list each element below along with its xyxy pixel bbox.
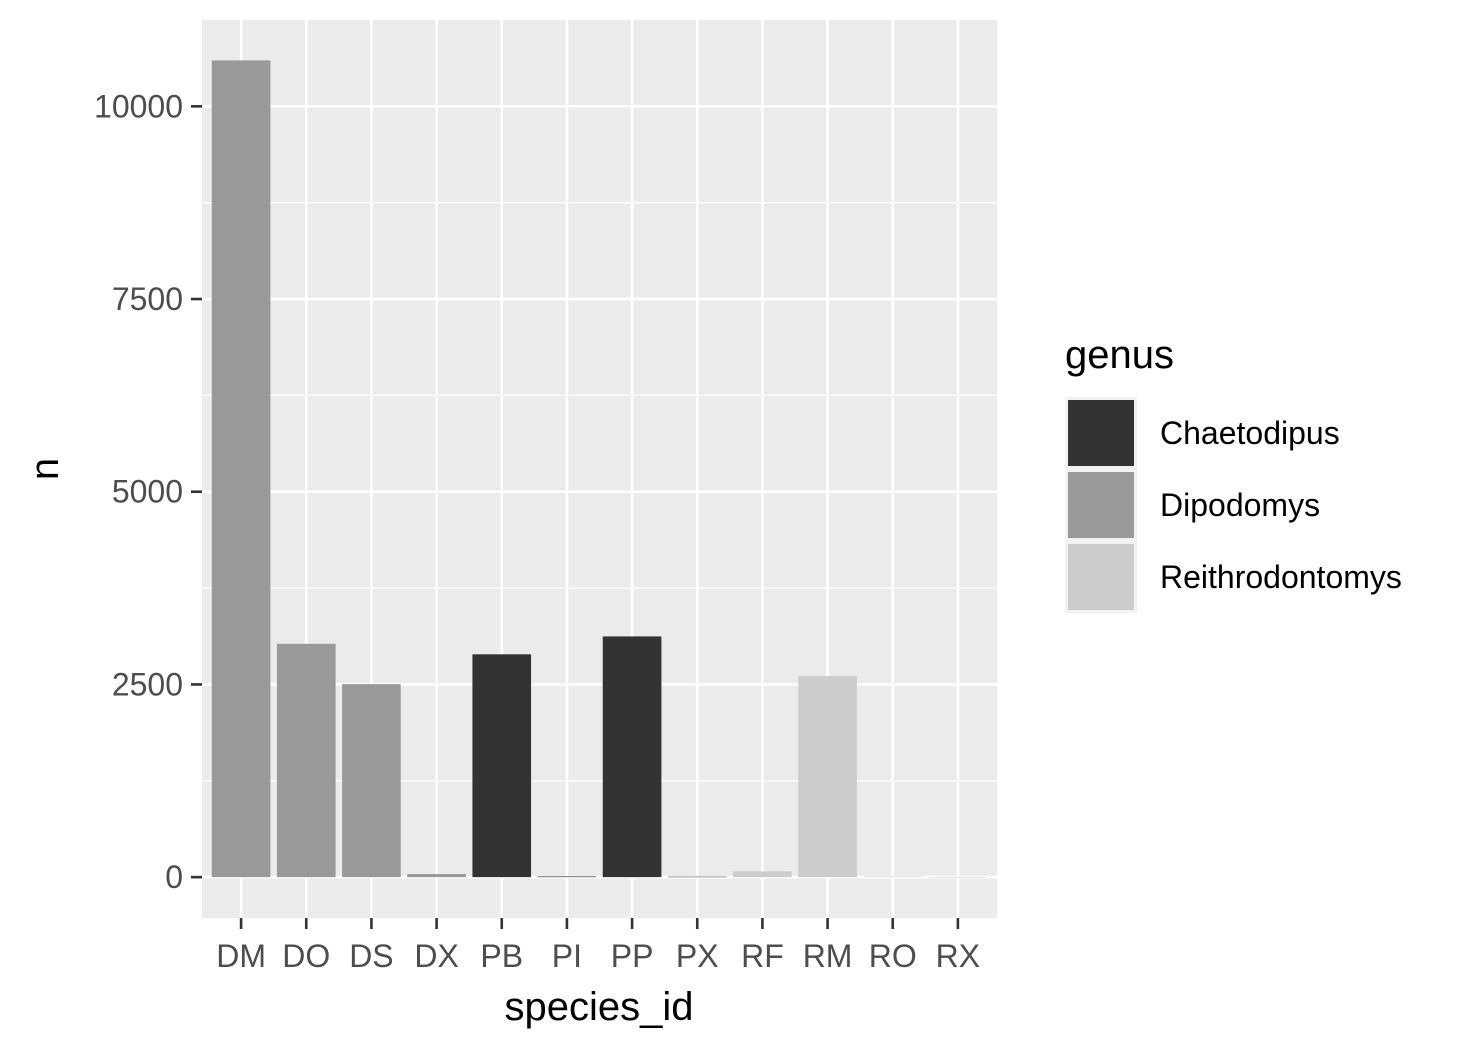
x-axis: DM DO DS DX PB PI PP PX RF RM RO RX	[216, 918, 980, 974]
bar-rx	[928, 876, 988, 878]
bar-ds	[342, 684, 401, 878]
x-tick-label-pp: PP	[611, 938, 654, 974]
x-tick-label-dx: DX	[414, 938, 458, 974]
x-tick-label-rm: RM	[803, 938, 853, 974]
y-tick-label: 2500	[112, 666, 183, 702]
legend-title: genus	[1065, 333, 1174, 377]
legend-label-dipodomys: Dipodomys	[1160, 487, 1320, 523]
legend-swatch-chaetodipus	[1068, 400, 1134, 466]
bar-ro	[863, 876, 923, 878]
bar-do	[276, 643, 336, 878]
x-axis-title: species_id	[504, 985, 693, 1029]
x-tick-label-rx: RX	[936, 938, 980, 974]
y-tick-label: 5000	[112, 474, 183, 510]
bar-rm	[798, 676, 857, 878]
legend-swatch-dipodomys	[1068, 472, 1134, 538]
x-tick-label-pi: PI	[552, 938, 582, 974]
y-axis: 0 2500 5000 7500 10000	[94, 88, 202, 895]
x-tick-label-rf: RF	[741, 938, 784, 974]
x-tick-label-ds: DS	[349, 938, 393, 974]
bar-rf	[733, 871, 792, 878]
bar-dm	[211, 60, 271, 878]
legend-label-chaetodipus: Chaetodipus	[1160, 415, 1340, 451]
y-tick-label: 0	[165, 859, 183, 895]
y-tick-label: 10000	[94, 88, 183, 124]
legend: genus Chaetodipus Dipodomys Reithrodontomy…	[1065, 333, 1402, 613]
y-axis-title: n	[23, 458, 67, 480]
x-tick-label-px: PX	[676, 938, 719, 974]
x-tick-label-dm: DM	[216, 938, 266, 974]
legend-label-reithrodontomys: Reithrodontomys	[1160, 559, 1402, 595]
x-tick-label-do: DO	[282, 938, 330, 974]
bar-pb	[472, 654, 532, 878]
bar-pi	[537, 876, 597, 878]
x-tick-label-ro: RO	[869, 938, 917, 974]
bar-dx	[407, 874, 466, 878]
bar-px	[667, 876, 727, 878]
x-tick-label-pb: PB	[480, 938, 523, 974]
bars	[211, 60, 988, 878]
legend-swatch-reithrodontomys	[1068, 544, 1134, 610]
y-tick-label: 7500	[112, 281, 183, 317]
bar-pp	[602, 636, 662, 878]
